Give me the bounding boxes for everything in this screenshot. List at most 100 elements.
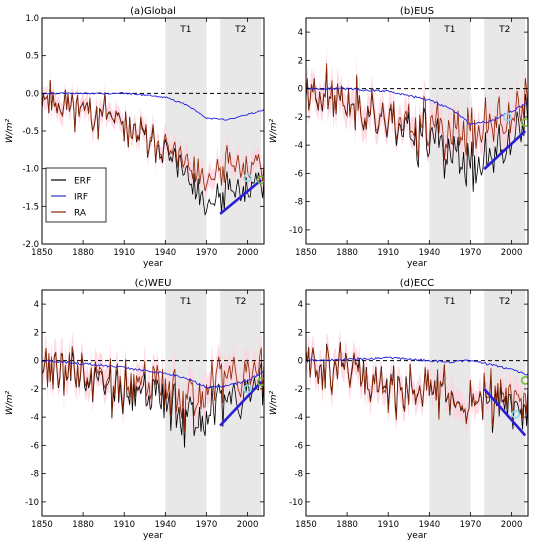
x-axis-label: year xyxy=(143,259,163,269)
x-tick-label: 1880 xyxy=(72,248,94,258)
x-tick-label: 1850 xyxy=(31,248,53,258)
y-tick-label: -10 xyxy=(25,498,39,508)
x-tick-label: 1970 xyxy=(196,520,218,530)
x-tick-label: 1910 xyxy=(377,248,399,258)
x-tick-label: 1970 xyxy=(460,520,482,530)
plot-area xyxy=(306,18,528,244)
x-tick-label: 1940 xyxy=(155,520,177,530)
x-tick-label: 1850 xyxy=(31,520,53,530)
x-tick-label: 2000 xyxy=(237,520,259,530)
marker-green-1 xyxy=(256,175,264,185)
x-tick-label: 1850 xyxy=(295,248,317,258)
x-tick-label: 1940 xyxy=(419,520,441,530)
chart-panel-4: T1 T2 (d)ECC 1850 1880 1910 1940 1970 2000 4 2 0 -2 -… xyxy=(269,278,529,541)
ra-uncertainty-band xyxy=(42,331,264,448)
period-label-t1: T1 xyxy=(443,25,455,35)
plot-area xyxy=(306,290,528,516)
trend-line-t2 xyxy=(219,178,263,215)
y-tick-label: -4 xyxy=(295,413,303,423)
y-tick-label: -8 xyxy=(31,470,39,480)
y-tick-label: 0.0 xyxy=(25,89,39,99)
trend-line-t2 xyxy=(483,130,527,171)
marker-green-1 xyxy=(520,118,528,127)
series-irf-line xyxy=(42,91,264,121)
series-ra-line xyxy=(42,80,264,192)
y-tick-label: -4 xyxy=(31,413,39,423)
plot-frame xyxy=(305,17,529,245)
marker-cyan-0 xyxy=(243,384,252,394)
plot-frame xyxy=(41,289,265,517)
ra-uncertainty-band xyxy=(306,329,528,440)
y-tick-label: -10 xyxy=(289,498,303,508)
plot-area xyxy=(42,18,264,244)
x-tick-label: 1880 xyxy=(336,520,358,530)
x-tick-label: 2000 xyxy=(501,248,523,258)
chart-title: (c)WEU xyxy=(135,278,172,289)
series-ra-line xyxy=(306,344,528,427)
x-axis-label: year xyxy=(143,531,163,541)
legend-box xyxy=(45,167,107,223)
plot-area xyxy=(42,290,264,516)
y-tick-label: 0 xyxy=(298,357,303,367)
y-tick-label: 0.5 xyxy=(25,52,39,62)
series-erf-line xyxy=(42,348,264,448)
marker-cyan-0 xyxy=(511,409,521,419)
y-tick-label: -6 xyxy=(295,169,303,179)
marker-cyan-0 xyxy=(503,112,512,122)
x-tick-label: 2000 xyxy=(237,248,259,258)
series-ra-line xyxy=(42,346,264,432)
x-tick-label: 1880 xyxy=(336,248,358,258)
x-tick-label: 1970 xyxy=(196,248,218,258)
y-tick-label: 4 xyxy=(34,300,39,310)
legend-label-irf: IRF xyxy=(74,193,88,203)
period-label-t2: T2 xyxy=(234,297,246,307)
x-tick-label: 1850 xyxy=(295,520,317,530)
series-irf-line xyxy=(306,356,528,376)
chart-panel-1: T1 T2 (a)Global 1850 1880 1910 1940 1970 2000 1.0… xyxy=(5,6,265,269)
x-tick-label: 1910 xyxy=(113,248,135,258)
chart-panel-2: T1 T2 (b)EUS 1850 1880 1910 1940 1970 2000 4 2 0 -2 -… xyxy=(269,6,529,269)
series-irf-line xyxy=(42,359,264,390)
y-tick-label: 0 xyxy=(34,357,39,367)
marker-green-1 xyxy=(256,377,264,387)
period-band-t2 xyxy=(220,18,262,244)
x-tick-label: 1910 xyxy=(377,520,399,530)
x-tick-label: 1910 xyxy=(113,520,135,530)
x-tick-label: 1940 xyxy=(155,248,177,258)
y-tick-label: 4 xyxy=(298,300,303,310)
series-irf-line xyxy=(306,86,528,126)
x-tick-label: 2000 xyxy=(501,520,523,530)
period-label-t1: T1 xyxy=(443,297,455,307)
x-axis-label: year xyxy=(407,259,427,269)
period-label-t1: T1 xyxy=(179,297,191,307)
y-tick-label: 2 xyxy=(34,328,39,338)
y-tick-label: -2 xyxy=(295,385,303,395)
period-label-t2: T2 xyxy=(498,25,510,35)
period-label-t2: T2 xyxy=(498,297,510,307)
chart-title: (d)ECC xyxy=(400,278,434,289)
y-tick-label: -6 xyxy=(31,441,39,451)
y-tick-label: -1.0 xyxy=(22,165,39,175)
period-label-t1: T1 xyxy=(179,25,191,35)
y-tick-label: -8 xyxy=(295,470,303,480)
y-tick-label: -4 xyxy=(295,141,303,151)
y-tick-label: -0.5 xyxy=(22,127,39,137)
x-tick-label: 1940 xyxy=(419,248,441,258)
period-label-t2: T2 xyxy=(234,25,246,35)
period-band-t1 xyxy=(165,18,207,244)
chart-title: (a)Global xyxy=(130,6,176,17)
y-axis-label: W/m² xyxy=(5,390,15,415)
y-tick-label: -2 xyxy=(295,113,303,123)
x-axis-label: year xyxy=(407,531,427,541)
x-tick-label: 1970 xyxy=(460,248,482,258)
y-tick-label: -2 xyxy=(31,385,39,395)
y-tick-label: -2.0 xyxy=(22,240,39,250)
y-tick-label: 0 xyxy=(298,85,303,95)
y-axis-label: W/m² xyxy=(269,118,279,143)
y-tick-label: -10 xyxy=(289,226,303,236)
plot-frame xyxy=(305,289,529,517)
x-tick-label: 1880 xyxy=(72,520,94,530)
y-tick-label: -8 xyxy=(295,198,303,208)
y-axis-label: W/m² xyxy=(269,390,279,415)
